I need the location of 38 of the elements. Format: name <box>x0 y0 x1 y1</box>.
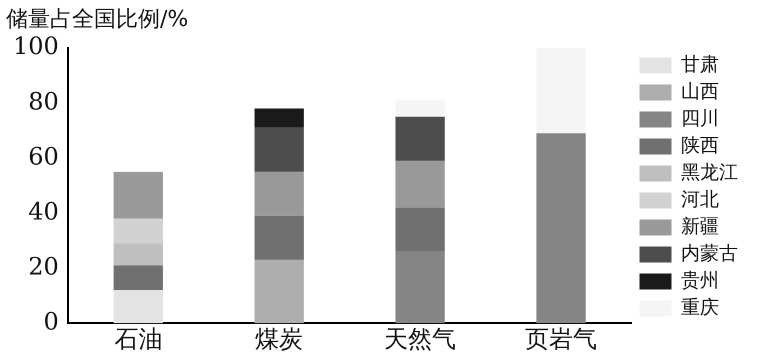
legend-label: 四川 <box>681 107 719 130</box>
legend-label: 甘肃 <box>681 53 719 76</box>
legend-label: 重庆 <box>681 296 719 318</box>
bar <box>254 216 304 260</box>
bar <box>114 218 163 244</box>
x-tick-label: 煤炭 <box>255 324 304 353</box>
y-axis-title: 储量占全国比例/% <box>6 6 188 34</box>
legend-label: 黑龙江 <box>681 161 738 184</box>
bar <box>114 172 163 219</box>
legend-label: 山西 <box>681 80 719 102</box>
y-tick-label: 40 <box>28 197 59 226</box>
bar <box>395 160 445 208</box>
bar <box>254 172 304 216</box>
legend-label: 新疆 <box>681 215 719 238</box>
bar <box>395 100 445 117</box>
y-tick-label: 80 <box>28 87 59 116</box>
bar <box>254 260 304 324</box>
y-tick-label: 60 <box>28 142 59 170</box>
bar <box>254 108 304 128</box>
bar <box>395 208 445 252</box>
y-tick-label: 0 <box>44 307 59 336</box>
legend-label: 内蒙古 <box>681 242 738 264</box>
y-tick-label: 20 <box>28 252 59 280</box>
bar <box>395 252 445 324</box>
bar <box>254 128 304 172</box>
bar <box>114 265 163 290</box>
x-tick-label: 页岩气 <box>525 324 598 353</box>
x-tick-label: 石油 <box>114 324 162 353</box>
y-tick-label: 100 <box>12 32 59 60</box>
x-tick-label: 天然气 <box>384 324 456 353</box>
bar <box>114 290 163 324</box>
bar <box>114 243 163 266</box>
bar <box>395 116 445 161</box>
bar <box>536 133 586 324</box>
bar <box>536 48 586 134</box>
legend-label: 河北 <box>681 188 719 210</box>
legend-label: 贵州 <box>681 269 719 292</box>
legend-label: 陕西 <box>681 134 719 156</box>
